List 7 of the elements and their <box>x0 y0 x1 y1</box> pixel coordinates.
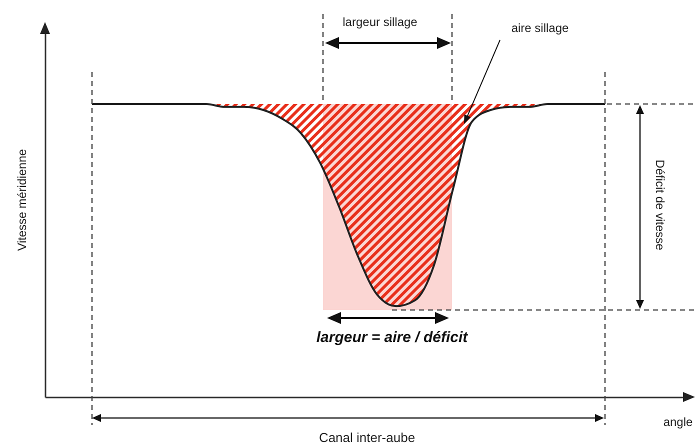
x-axis-title: angle <box>663 415 693 429</box>
annotation: largeur = aire / déficit <box>316 329 469 346</box>
y-axis-title: Vitesse méridienne <box>15 148 29 251</box>
text: aire sillage <box>511 21 569 35</box>
text: Déficit de vitesse <box>653 160 667 251</box>
text: largeur sillage <box>342 15 418 29</box>
text: Canal inter-aube <box>318 430 416 445</box>
